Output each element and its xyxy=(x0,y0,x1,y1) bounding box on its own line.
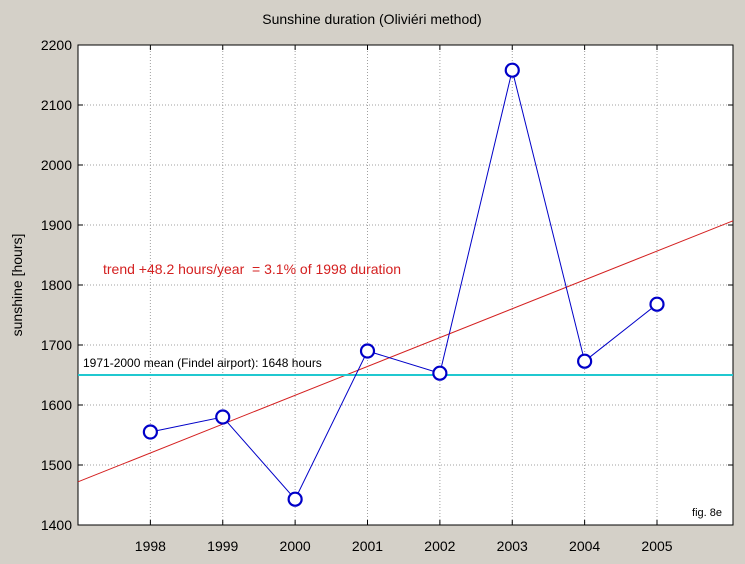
trend-line xyxy=(77,220,734,483)
grid xyxy=(78,45,733,525)
x-tick-label: 2001 xyxy=(352,538,383,554)
y-tick-label: 2000 xyxy=(41,157,72,173)
x-tick-label: 1998 xyxy=(135,538,166,554)
data-point xyxy=(287,491,303,507)
y-tick-label: 1900 xyxy=(41,217,72,233)
data-point xyxy=(577,353,593,369)
data-point xyxy=(359,343,376,359)
mean-annotation: 1971-2000 mean (Findel airport): 1648 ho… xyxy=(83,356,322,370)
y-tick-label: 2200 xyxy=(41,37,72,53)
data-point xyxy=(142,424,158,440)
series-line xyxy=(150,70,658,501)
y-tick-label: 1600 xyxy=(41,397,72,413)
reference-lines xyxy=(77,220,734,483)
data-point xyxy=(504,62,520,78)
figure-label: fig. 8e xyxy=(692,507,722,519)
x-tick-label: 2004 xyxy=(569,538,600,554)
x-tick-label: 2000 xyxy=(280,538,311,554)
data-point xyxy=(649,296,665,312)
data-point xyxy=(215,409,231,425)
series-layer xyxy=(142,62,665,507)
x-tick-label: 2002 xyxy=(424,538,455,554)
x-tick-label: 1999 xyxy=(207,538,238,554)
x-tick-label: 2003 xyxy=(497,538,528,554)
y-tick-label: 1400 xyxy=(41,517,72,533)
x-tick-label: 2005 xyxy=(641,538,672,554)
y-tick-label: 1700 xyxy=(41,337,72,353)
data-point xyxy=(432,365,448,381)
y-axis-label: sunshine [hours] xyxy=(9,234,25,337)
y-tick-label: 1500 xyxy=(41,457,72,473)
axes: 1400 1500 1600 1700 1800 1900 2000 2100 2200 1998… xyxy=(41,37,733,554)
y-tick-label: 1800 xyxy=(41,277,72,293)
y-tick-label: 2100 xyxy=(41,97,72,113)
trend-annotation: trend +48.2 hours/year = 3.1% of 1998 du… xyxy=(103,261,401,277)
chart-title: Sunshine duration (Oliviéri method) xyxy=(262,11,481,27)
